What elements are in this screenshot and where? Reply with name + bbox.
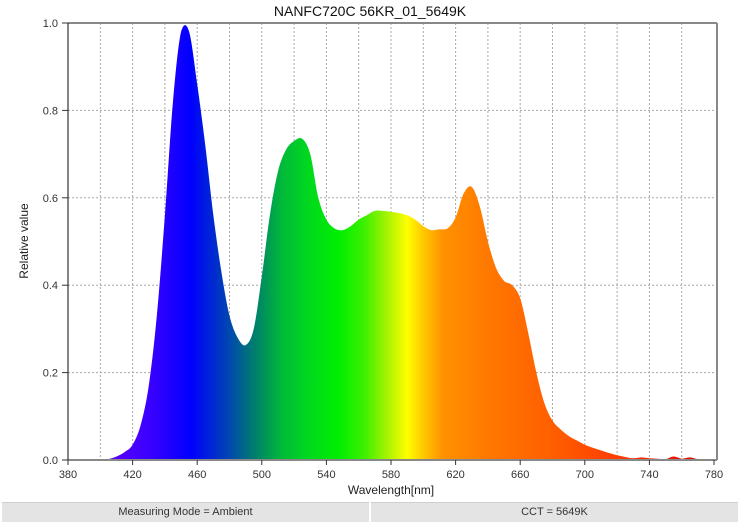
y-tick-label: 0.6	[43, 193, 58, 205]
y-tick-label: 0.4	[43, 280, 58, 292]
y-tick-label: 0.8	[43, 105, 58, 117]
y-tick-label: 0.2	[43, 368, 58, 380]
x-axis-title: Wavelength[nm]	[348, 483, 434, 497]
x-tick-label: 540	[317, 469, 335, 481]
x-tick-label: 620	[446, 469, 464, 481]
x-tick-label: 420	[123, 469, 141, 481]
y-tick-label: 0.0	[43, 455, 58, 467]
x-tick-label: 740	[640, 469, 658, 481]
spectrum-area	[68, 25, 714, 461]
chart-title: NANFC720C 56KR_01_5649K	[273, 3, 467, 19]
x-tick-label: 700	[576, 469, 594, 481]
x-tick-label: 460	[188, 469, 206, 481]
y-tick-label: 1.0	[43, 18, 58, 30]
x-tick-label: 500	[253, 469, 271, 481]
cct-status: CCT = 5649K	[371, 502, 738, 522]
x-tick-label: 660	[511, 469, 529, 481]
spectrum-chart: 380 420 460 500 540 580 620 660 700 740 780 0.0 0.2…	[17, 18, 723, 497]
x-axis: 380 420 460 500 540 580 620 660 700 740 780	[59, 460, 723, 481]
x-tick-label: 780	[705, 469, 723, 481]
plot-frame	[67, 22, 718, 461]
x-tick-label: 380	[59, 469, 77, 481]
y-axis-title: Relative value	[17, 203, 31, 279]
x-tick-label: 580	[382, 469, 400, 481]
y-axis: 0.0 0.2 0.4 0.6 0.8 1.0	[43, 18, 68, 467]
measuring-mode-status: Measuring Mode = Ambient	[2, 502, 369, 522]
